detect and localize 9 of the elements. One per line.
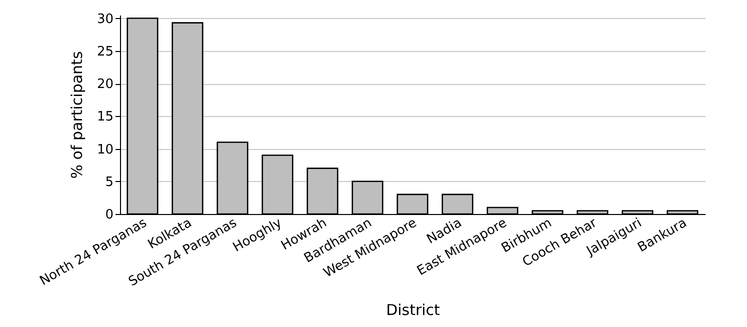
x-axis-title: District (386, 300, 440, 319)
y-tick-label: 10 (96, 142, 114, 158)
y-tick-label: 5 (105, 174, 114, 190)
y-tick-label: 15 (96, 110, 114, 125)
y-tick-label: 0 (105, 208, 114, 222)
y-axis-title: % of participants (68, 51, 86, 179)
y-tick-label: 20 (96, 77, 114, 92)
y-tick-label: 30 (96, 12, 114, 27)
y-tick-label: 25 (96, 44, 114, 60)
